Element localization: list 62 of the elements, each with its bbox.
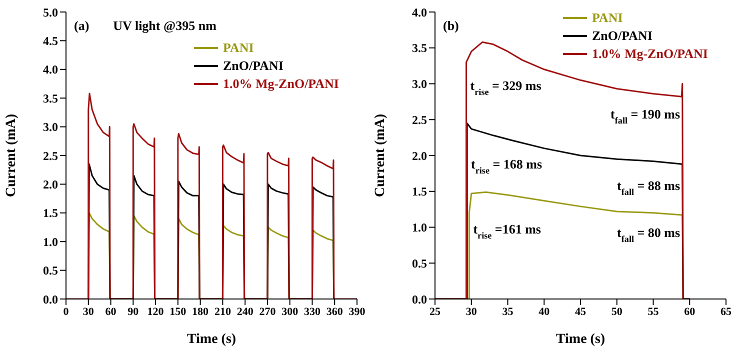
legend-label: PANI bbox=[222, 40, 254, 55]
y-tick-label: 4.5 bbox=[43, 34, 58, 48]
x-tick-label: 45 bbox=[575, 306, 586, 318]
annotation: UV light @395 nm bbox=[113, 18, 216, 34]
annotation: t$_{rise}$ = 329 ms bbox=[470, 78, 542, 97]
x-tick-label: 390 bbox=[348, 306, 366, 318]
y-tick-label: 1.0 bbox=[412, 220, 427, 235]
y-tick-label: 1.5 bbox=[43, 206, 58, 220]
annotation: t$_{fall}$ = 190 ms bbox=[610, 106, 680, 126]
annotation: (a) bbox=[74, 18, 90, 34]
x-tick-label: 30 bbox=[466, 306, 478, 318]
legend-label: 1.0% Mg-ZnO/PANI bbox=[222, 76, 339, 91]
x-tick-label: 150 bbox=[170, 306, 187, 318]
annotation: t$_{fall}$ = 80 ms bbox=[617, 224, 680, 244]
x-tick-label: 300 bbox=[282, 306, 299, 318]
y-tick-label: 3.5 bbox=[412, 41, 427, 56]
y-tick-label: 2.5 bbox=[43, 148, 58, 163]
x-tick-label: 60 bbox=[105, 306, 117, 318]
y-tick-label: 2.0 bbox=[43, 177, 58, 192]
y-tick-label: 3.0 bbox=[412, 77, 427, 92]
annotation: t$_{rise}$ =161 ms bbox=[473, 221, 541, 240]
x-tick-label: 240 bbox=[236, 306, 254, 318]
x-axis-title: Time (s) bbox=[186, 332, 236, 347]
y-tick-label: 4.0 bbox=[43, 62, 58, 77]
x-tick-label: 55 bbox=[648, 306, 660, 318]
x-tick-label: 270 bbox=[259, 306, 276, 318]
y-tick-label: 1.0 bbox=[43, 234, 58, 249]
y-tick-label: 1.5 bbox=[412, 184, 427, 199]
x-tick-label: 180 bbox=[192, 306, 210, 318]
x-tick-label: 25 bbox=[430, 306, 441, 318]
x-tick-label: 210 bbox=[214, 306, 232, 318]
y-tick-label: 3.0 bbox=[43, 120, 58, 134]
y-axis-title: Current (mA) bbox=[372, 114, 388, 198]
x-tick-label: 90 bbox=[128, 306, 140, 318]
legend-label: ZnO/PANI bbox=[222, 58, 284, 73]
y-tick-label: 3.5 bbox=[43, 91, 58, 106]
y-tick-label: 2.0 bbox=[412, 148, 427, 163]
annotation: (b) bbox=[443, 18, 459, 34]
x-tick-label: 30 bbox=[82, 306, 94, 318]
legend-label: PANI bbox=[592, 10, 623, 25]
y-tick-label: 0.5 bbox=[412, 256, 427, 270]
x-tick-label: 330 bbox=[304, 306, 321, 318]
y-tick-label: 0.0 bbox=[412, 292, 427, 306]
y-tick-label: 5.0 bbox=[43, 5, 58, 20]
x-tick-label: 40 bbox=[538, 306, 550, 318]
y-tick-label: 4.0 bbox=[412, 5, 427, 20]
x-tick-label: 360 bbox=[326, 306, 344, 318]
x-tick-label: 65 bbox=[720, 306, 732, 318]
y-tick-label: 0.5 bbox=[43, 264, 58, 278]
x-tick-label: 35 bbox=[502, 306, 514, 318]
annotation: t$_{fall}$ = 88 ms bbox=[617, 178, 680, 198]
y-tick-label: 0.0 bbox=[43, 292, 58, 306]
x-tick-label: 60 bbox=[684, 306, 696, 318]
x-tick-label: 50 bbox=[611, 306, 623, 318]
x-tick-label: 0 bbox=[63, 306, 70, 318]
y-tick-label: 2.5 bbox=[412, 112, 427, 127]
legend-label: ZnO/PANI bbox=[592, 28, 652, 43]
y-axis-title: Current (mA) bbox=[4, 114, 19, 198]
annotation: t$_{rise}$ = 168 ms bbox=[471, 156, 542, 176]
x-axis-title: Time (s) bbox=[556, 332, 606, 347]
legend-label: 1.0% Mg-ZnO/PANI bbox=[592, 46, 708, 61]
x-tick-label: 120 bbox=[147, 306, 164, 318]
